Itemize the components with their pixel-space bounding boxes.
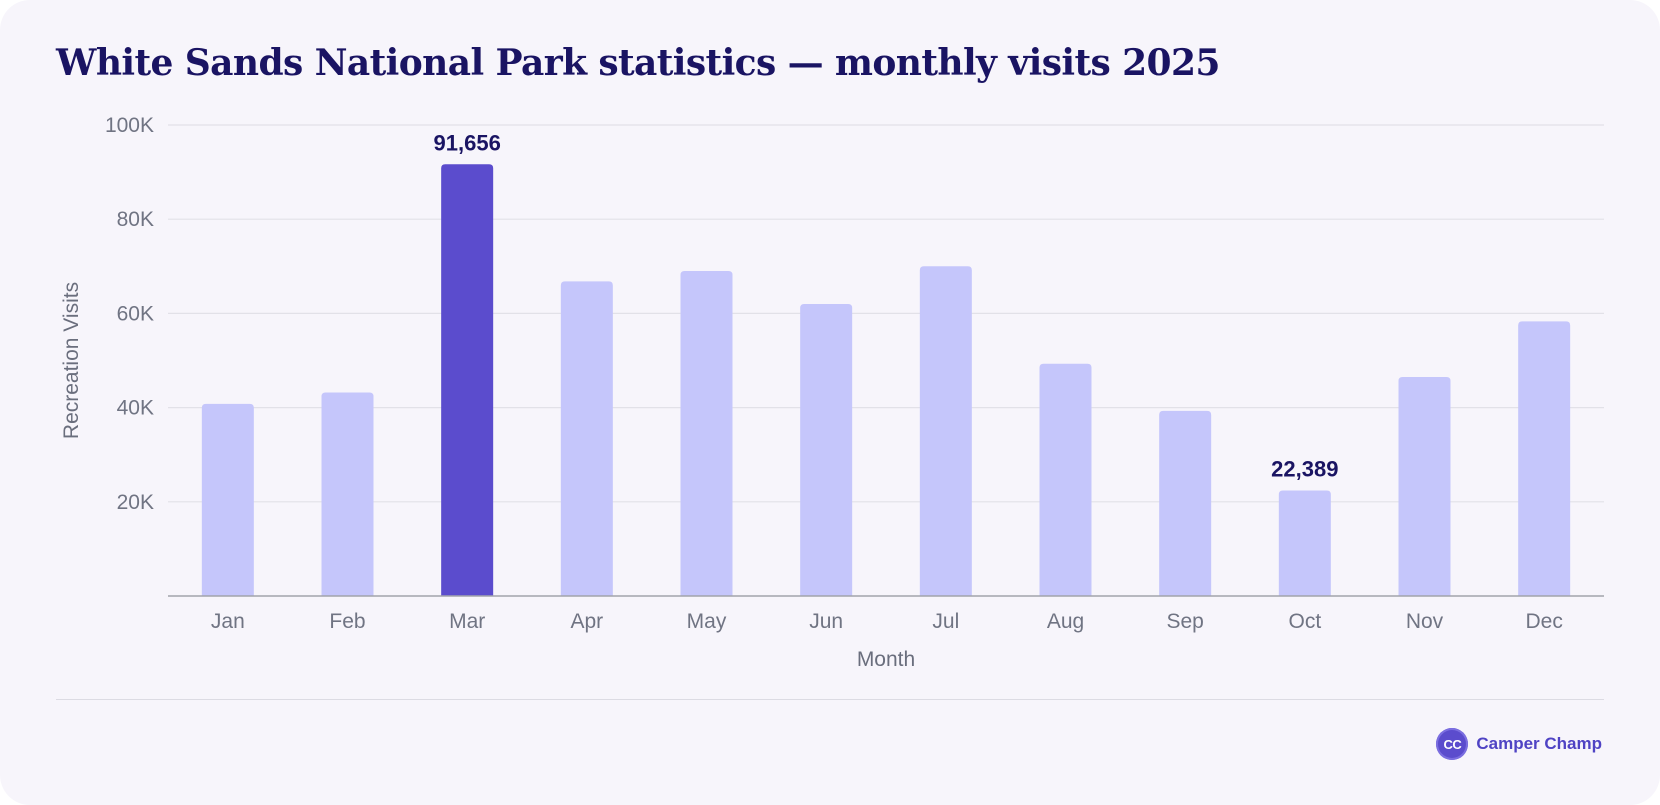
brand-logo: CC Camper Champ [1436, 728, 1602, 760]
data-labels: 91,656 22,389 [434, 130, 1339, 481]
bar-apr [560, 281, 613, 596]
x-tick-label: Mar [449, 610, 485, 633]
x-tick-label: Oct [1288, 610, 1321, 633]
x-tick-label: Jun [809, 610, 843, 633]
x-tick-label: Nov [1406, 610, 1444, 633]
gridlines [168, 124, 1604, 503]
y-tick-label: 60K [117, 302, 154, 325]
bar-may [680, 271, 733, 596]
x-tick-label: Sep [1166, 610, 1203, 633]
data-label-oct: 22,389 [1271, 457, 1338, 482]
bar-oct [1278, 490, 1331, 596]
x-tick-label: Dec [1525, 610, 1562, 633]
footer-divider [56, 699, 1604, 700]
bar-jul [919, 266, 972, 596]
chart-title: White Sands National Park statistics — m… [56, 42, 1220, 84]
bar-mar [441, 164, 494, 597]
x-tick-label: Aug [1047, 610, 1084, 633]
bar-nov [1398, 376, 1451, 596]
y-axis-title: Recreation Visits [60, 282, 83, 439]
bars [201, 164, 1571, 597]
brand-name: Camper Champ [1476, 734, 1602, 753]
data-label-mar: 91,656 [434, 130, 501, 155]
x-axis-title: Month [857, 648, 915, 671]
y-tick-label: 100K [105, 114, 154, 137]
y-axis-ticks: 20K 40K 60K 80K 100K [105, 114, 154, 514]
bar-aug [1039, 363, 1092, 596]
y-tick-label: 40K [117, 397, 154, 420]
x-tick-label: Feb [329, 610, 365, 633]
bar-sep [1159, 410, 1212, 596]
bar-jan [201, 403, 254, 596]
camper-champ-logo-icon: CC [1436, 728, 1469, 760]
x-tick-label: Jan [211, 610, 245, 633]
bar-jun [800, 303, 853, 596]
y-tick-label: 80K [117, 208, 154, 231]
bar-dec [1518, 321, 1571, 596]
bar-feb [321, 392, 374, 596]
x-tick-label: May [687, 610, 727, 633]
x-axis-ticks: Jan Feb Mar Apr May Jun Jul Aug Sep Oct Nov Dec [211, 610, 1563, 633]
brand-logo-initials: CC [1443, 736, 1462, 752]
y-tick-label: 20K [117, 491, 154, 514]
x-tick-label: Apr [570, 610, 603, 633]
x-tick-label: Jul [932, 610, 959, 633]
